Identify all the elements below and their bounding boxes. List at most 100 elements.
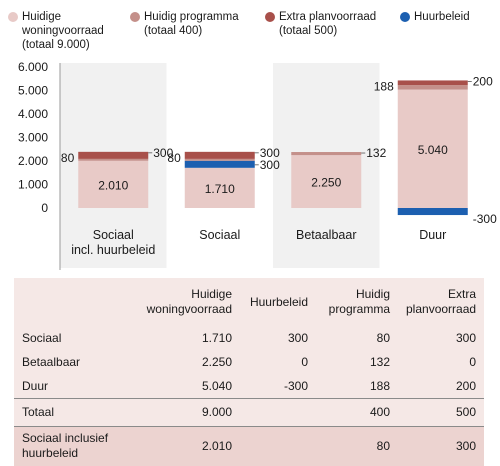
data-label-inside: 2.250 xyxy=(311,176,341,190)
data-label-inside: 2.010 xyxy=(98,178,128,192)
header-line: Huidig xyxy=(355,287,390,301)
data-label-left: 188 xyxy=(374,79,394,93)
header-line: Huidige xyxy=(191,287,232,301)
row-label: Duur xyxy=(22,378,49,393)
bar-segment xyxy=(397,80,468,86)
table-row: Betaalbaar 2.250 0 132 0 xyxy=(14,350,484,374)
header-line: programma xyxy=(328,302,390,316)
data-table: Huidige woningvoorraad Huurbeleid Huidig… xyxy=(14,278,484,466)
y-tick-label: 1.000 xyxy=(18,178,48,192)
table-header-huidige-woningvoorraad: Huidige woningvoorraad xyxy=(132,278,240,326)
cell: 200 xyxy=(455,378,476,393)
table-header-empty xyxy=(14,278,132,326)
cell: 2.250 xyxy=(201,355,232,369)
y-tick-label: 2.000 xyxy=(18,154,48,168)
legend-label-line: Extra planvoorraad xyxy=(279,11,377,23)
legend-label-line: Huidige xyxy=(22,11,61,23)
data-label-left: 80 xyxy=(61,151,75,165)
data-label-right: 200 xyxy=(473,74,493,88)
table-header-row: Huidige woningvoorraad Huurbeleid Huidig… xyxy=(14,278,484,326)
cell: 1.710 xyxy=(201,331,232,345)
bar-segment xyxy=(291,152,362,156)
y-tick-label: 4.000 xyxy=(18,107,48,121)
row-label: Betaalbaar xyxy=(22,355,81,369)
cell: 2.010 xyxy=(201,439,232,454)
cell: 0 xyxy=(301,355,308,369)
x-category-label: incl. huurbeleid xyxy=(71,243,155,257)
legend-item: Huidige woningvoorraad (totaal 9.000) xyxy=(22,10,104,52)
legend-swatch xyxy=(130,12,140,22)
data-label-right: 132 xyxy=(366,146,386,160)
bar-segment xyxy=(397,208,468,216)
y-tick-label: 3.000 xyxy=(18,131,48,145)
bar-segment xyxy=(78,158,149,161)
data-label-negative: -300 xyxy=(473,212,497,226)
row-label: Sociaal xyxy=(22,331,62,345)
cell: -300 xyxy=(283,378,308,393)
header-line: Huurbeleid xyxy=(249,294,308,309)
y-tick-label: 5.000 xyxy=(18,84,48,98)
row-label-line: huurbeleid xyxy=(22,446,79,461)
data-label-left: 80 xyxy=(167,151,181,165)
row-label: Sociaal inclusief huurbeleid xyxy=(14,426,132,466)
table-header-huurbeleid: Huurbeleid xyxy=(240,278,316,326)
x-category-label: Duur xyxy=(419,228,446,242)
table-row: Sociaal inclusief huurbeleid 2.010 80 30… xyxy=(14,426,484,466)
legend-label-line: (totaal 9.000) xyxy=(22,39,90,51)
bar-segment xyxy=(291,155,362,208)
data-label-inside: 1.710 xyxy=(205,182,235,196)
cell: 80 xyxy=(376,439,390,454)
x-category-label: Sociaal xyxy=(93,228,134,242)
bar-segment xyxy=(184,158,255,161)
x-category-label: Betaalbaar xyxy=(296,228,356,242)
cell: 0 xyxy=(469,355,476,369)
legend-item: Huidig programma (totaal 400) xyxy=(144,10,239,38)
cell: 5.040 xyxy=(201,378,232,393)
cell: 300 xyxy=(455,331,476,345)
y-tick-label: 6.000 xyxy=(18,60,48,74)
y-tick-label: 0 xyxy=(41,201,48,215)
cell: 300 xyxy=(287,331,308,345)
bar-segment xyxy=(397,85,468,90)
bar-segment xyxy=(184,151,255,159)
table-header-extra-planvoorraad: Extra planvoorraad xyxy=(398,278,484,326)
row-label-line: Sociaal inclusief xyxy=(22,431,109,446)
legend-label-line: Huurbeleid xyxy=(414,11,470,23)
bar-segment xyxy=(397,89,468,208)
bar-segment xyxy=(78,160,149,208)
table-row-total: Totaal 9.000 400 500 xyxy=(14,398,484,426)
table-row: Duur 5.040 -300 188 200 xyxy=(14,374,484,398)
cell: 132 xyxy=(369,355,390,369)
cell: 500 xyxy=(455,405,476,419)
table-row: Sociaal 1.710 300 80 300 xyxy=(14,326,484,350)
header-line: Extra xyxy=(447,287,476,301)
data-label-right: 300 xyxy=(260,158,280,172)
table-header-huidig-programma: Huidig programma xyxy=(316,278,398,326)
legend-item: Extra planvoorraad (totaal 500) xyxy=(279,10,376,38)
data-label-right: 300 xyxy=(153,146,173,160)
bar-segment xyxy=(184,167,255,208)
cell: 80 xyxy=(376,331,390,345)
legend-swatch xyxy=(400,12,410,22)
legend-label-line: woningvoorraad xyxy=(22,25,104,37)
cell: 188 xyxy=(369,378,390,393)
cell xyxy=(240,426,316,466)
cell: 300 xyxy=(455,439,476,454)
cell: 9.000 xyxy=(201,405,232,419)
data-label-inside: 5.040 xyxy=(418,143,448,157)
legend-swatch xyxy=(265,12,275,22)
cell xyxy=(240,398,316,426)
legend-label-line: (totaal 500) xyxy=(279,25,338,37)
header-line: planvoorraad xyxy=(406,302,477,316)
bar-segment xyxy=(184,160,255,168)
bar-segment xyxy=(78,151,149,159)
header-line: woningvoorraad xyxy=(146,302,232,316)
x-category-label: Sociaal xyxy=(199,228,240,242)
legend-swatch xyxy=(8,12,18,22)
legend-item: Huurbeleid xyxy=(414,10,470,24)
legend-label-line: (totaal 400) xyxy=(144,25,203,37)
row-label: Totaal xyxy=(22,405,55,419)
cell: 400 xyxy=(369,405,390,419)
